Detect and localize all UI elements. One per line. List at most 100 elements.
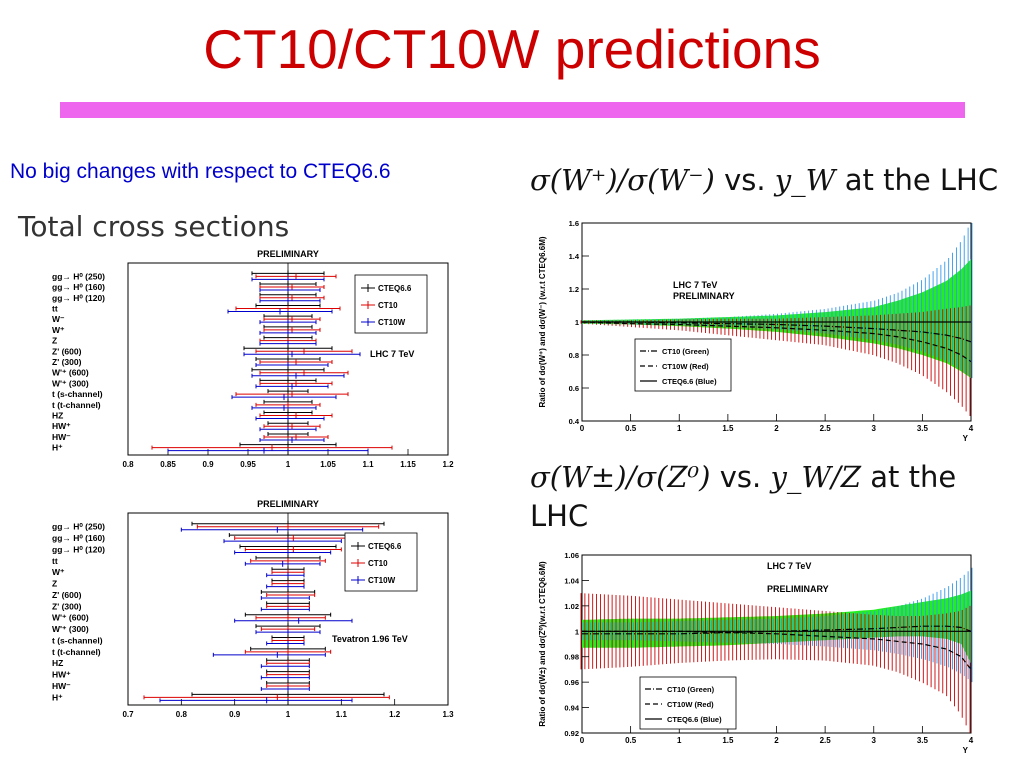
category-label: HW⁺ [52,670,71,680]
category-label: H⁺ [52,443,63,453]
x-tick-label: 1.1 [362,460,374,469]
chart-annotation-2: PRELIMINARY [673,291,735,301]
category-label: gg→ H⁰ (120) [52,544,105,554]
legend-label: CT10 [378,301,398,310]
legend-label: CT10W [378,318,406,327]
x-tick-label: 0.5 [625,424,637,433]
category-label: gg→ H⁰ (160) [52,282,105,292]
ratio-title-wpm: σ(W⁺)/σ(W⁻) vs. y_W at the LHC [530,163,998,198]
ratio-title-wpm-math: σ(W⁺)/σ(W⁻) [530,163,715,197]
y-tick-label: 1.02 [564,602,579,611]
ct10w-central-line [581,321,972,363]
legend-label: CT10 [368,559,388,568]
category-label: W⁺ [52,567,65,577]
category-label: t (s-channel) [52,389,103,399]
legend-box [639,676,737,730]
x-tick-label: 0.9 [202,460,214,469]
category-label: W'⁺ (600) [52,368,89,378]
y-tick-label: 0.96 [564,678,579,687]
x-axis-label: Y [963,434,969,443]
category-label: Z [52,336,57,346]
x-tick-label: 0.95 [240,460,256,469]
category-label: gg→ H⁰ (160) [52,533,105,543]
x-tick-label: 4 [969,736,974,745]
y-axis-label: Ratio of dσ(W⁺) and dσ(W⁻) (w.r.t CTEQ6.… [538,236,547,407]
y-tick-label: 0.4 [569,417,580,426]
legend-box [344,532,418,592]
ratio-title-wz: σ(W±)/σ(Z⁰) vs. y_W/Z at the LHC [530,458,1010,536]
x-tick-label: 2 [774,424,779,433]
y-tick-label: 1 [575,627,579,636]
tevatron-cross-section-chart: PRELIMINARY 0.7 0.8 0.9 1 1.1 1.2 1.3 gg→ H⁰ (25… [52,499,454,719]
category-label: W⁻ [52,314,65,324]
y-tick-label: 1.06 [564,551,579,560]
category-label: W⁺ [52,325,65,335]
legend-label: CT10 (Green) [667,685,715,694]
x-tick-label: 3 [872,736,877,745]
x-tick-label: 1.05 [320,460,336,469]
y-tick-label: 0.6 [569,384,579,393]
chart-annotation: Tevatron 1.96 TeV [332,634,408,644]
x-tick-label: 1.15 [400,460,416,469]
legend-label: CTEQ6.6 (Blue) [662,377,717,386]
ratio-title-wpm-tail: at the LHC [835,163,999,197]
x-tick-label: 0.5 [625,736,637,745]
x-tick-label: 1.5 [722,736,734,745]
x-tick-label: 2.5 [820,736,832,745]
legend: CTEQ6.6 CT10 CT10W [354,274,428,334]
x-tick-label: 1 [677,424,682,433]
y-tick-label: 0.98 [564,653,579,662]
x-tick-label: 0 [580,424,585,433]
category-label: HW⁻ [52,681,71,691]
x-tick-label: 3.5 [917,424,929,433]
category-label: Z' (600) [52,346,82,356]
x-tick-label: 1.2 [442,460,454,469]
category-label: H⁺ [52,692,63,702]
x-tick-label: 0.9 [229,710,241,719]
chart-annotation: LHC 7 TeV [370,349,414,359]
chart-annotation: LHC 7 TeV [673,280,717,290]
ct10-green-band [582,590,971,664]
ratio-title-wpm-var: y_W [774,163,836,197]
category-label: Z' (300) [52,357,82,367]
legend-label: CT10W (Red) [662,362,709,371]
x-tick-label: 4 [969,424,974,433]
ct10-central-line [582,321,972,343]
legend-label: CT10W (Red) [667,700,714,709]
x-tick-label: 1.1 [336,710,348,719]
category-label: Z' (600) [52,590,82,600]
category-label: HZ [52,658,63,668]
chart-annotation: LHC 7 TeV [767,561,811,571]
ct10-green-band [582,259,971,379]
y-tick-label: 1 [575,318,579,327]
y-tick-label: 0.92 [564,729,579,738]
x-tick-label: 0.85 [160,460,176,469]
x-tick-label: 2 [774,736,779,745]
y-tick-label: 1.2 [569,285,579,294]
slide-title: CT10/CT10W predictions [203,18,821,80]
x-tick-label: 0.7 [122,710,134,719]
chart-title: PRELIMINARY [257,499,319,509]
category-label: W'⁺ (300) [52,624,89,634]
category-label: W'⁺ (300) [52,378,89,388]
chart-title: PRELIMINARY [257,249,319,259]
y-tick-label: 0.94 [564,704,579,713]
category-label: gg→ H⁰ (250) [52,522,105,532]
slide-subtitle: No big changes with respect to CTEQ6.6 [10,160,391,183]
legend: CT10 (Green) CT10W (Red) CTEQ6.6 (Blue) [639,676,737,730]
x-tick-label: 1.5 [722,424,734,433]
w-over-z-ratio-chart: 0 0.5 1 1.5 2 2.5 3 3.5 4 0.92 0.94 0.96 0.98 1 1.02 1.… [538,551,974,755]
x-tick-label: 0 [580,736,585,745]
w-plus-minus-ratio-chart: 0 0.5 1 1.5 2 2.5 3 3.5 4 0.4 0.6 0.8 1 1.2 1.4 1.6 Y Rat… [538,219,974,443]
ratio-title-wz-vs: vs. [710,460,771,494]
x-tick-label: 0.8 [176,710,188,719]
legend-label: CTEQ6.6 (Blue) [667,715,722,724]
legend: CT10 (Green) CT10W (Red) CTEQ6.6 (Blue) [634,338,732,392]
total-cross-sections-label: Total cross sections [18,210,290,243]
ratio-title-wz-var: y_W/Z [770,460,862,494]
category-label: t (t-channel) [52,647,101,657]
category-label: t (t-channel) [52,400,101,410]
y-tick-label: 0.8 [569,351,579,360]
ct10w-central-line [582,630,972,670]
ratio-title-wz-tail: at the LHC [530,460,957,533]
